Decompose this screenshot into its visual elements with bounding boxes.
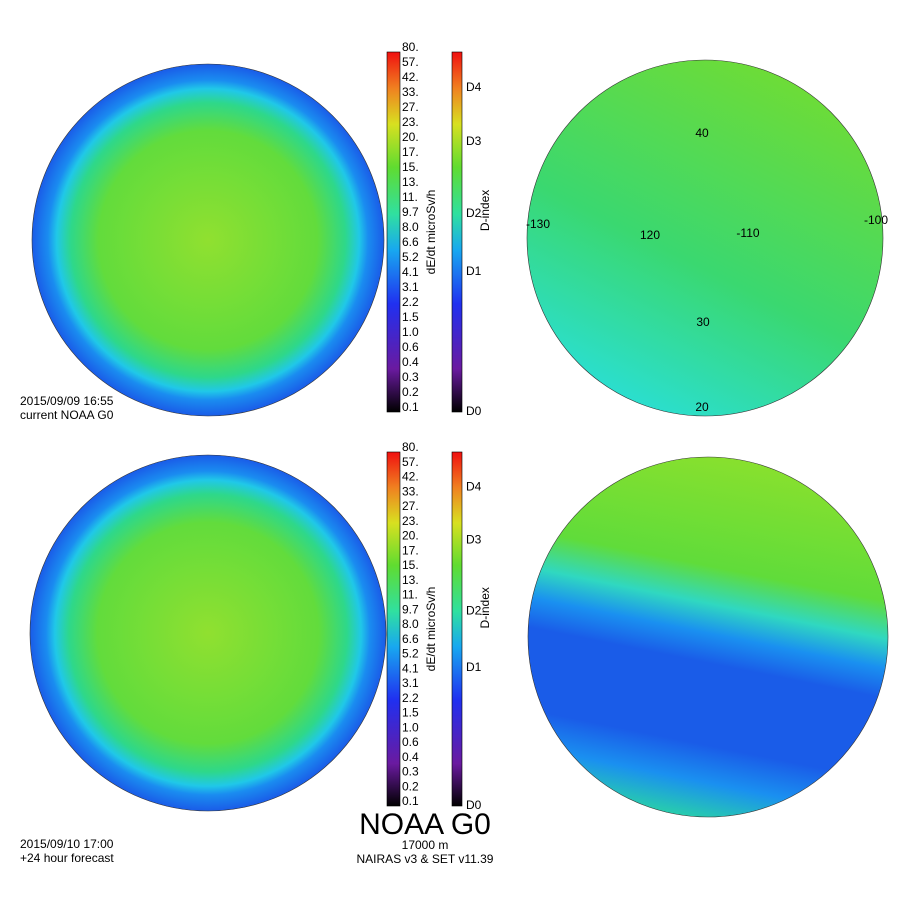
dose-label: 0.6 (402, 735, 419, 749)
dindex-label: D2 (466, 603, 482, 617)
altitude: 17000 m (402, 838, 449, 852)
dose-label: 5.2 (402, 647, 419, 661)
dindex-label: D1 (466, 660, 482, 674)
dindex-label: D3 (466, 134, 482, 148)
dose-label: 1.5 (402, 310, 419, 324)
dose-label: 8.0 (402, 617, 419, 631)
dindex-colorbar (451, 51, 463, 413)
dose-label: 13. (402, 175, 419, 189)
dose-label: 0.4 (402, 355, 419, 369)
footer-title: NOAA G0 (359, 808, 491, 841)
dose-label: 23. (402, 514, 419, 528)
dose-label: 17. (402, 543, 419, 557)
dose-label: 0.3 (402, 370, 419, 384)
dose-label: 0.3 (402, 765, 419, 779)
dose-label: 17. (402, 145, 419, 159)
dose-label: 80. (402, 440, 419, 454)
dose-label: 11. (402, 190, 418, 204)
globe (526, 59, 884, 417)
dose-label: 15. (402, 558, 419, 572)
dose-label: 42. (402, 70, 419, 84)
dose-title: dE/dt microSv/h (424, 587, 438, 672)
dose-label: 15. (402, 160, 419, 174)
dindex-label: D2 (466, 206, 482, 220)
dindex-label: D0 (466, 798, 482, 812)
map-label: 120 (640, 228, 660, 242)
dose-label: 27. (402, 100, 419, 114)
dindex-label: D3 (466, 533, 482, 547)
dose-label: 57. (402, 455, 419, 469)
dose-label: 3.1 (402, 280, 419, 294)
caption: +24 hour forecast (20, 851, 114, 865)
dose-title: dE/dt microSv/h (424, 190, 438, 275)
dose-colorbar (386, 51, 401, 413)
dose-label: 9.7 (402, 602, 419, 616)
dose-label: 13. (402, 573, 419, 587)
dose-label: 4.1 (402, 265, 419, 279)
dindex-label: D1 (466, 264, 482, 278)
caption: current NOAA G0 (20, 408, 114, 422)
dose-label: 3.1 (402, 676, 419, 690)
dindex-title: D-index (478, 190, 492, 231)
dose-label: 4.1 (402, 661, 419, 675)
dose-label: 9.7 (402, 205, 419, 219)
timestamp: 2015/09/10 17:00 (20, 837, 114, 851)
dindex-label: D4 (466, 80, 482, 94)
dose-label: 0.4 (402, 750, 419, 764)
dose-label: 1.0 (402, 325, 419, 339)
dose-label: 11. (402, 588, 418, 602)
dose-label: 0.1 (402, 794, 419, 808)
dose-label: 6.6 (402, 235, 419, 249)
map-label: -100 (864, 213, 888, 227)
map-label: 30 (696, 315, 710, 329)
globe (31, 63, 385, 417)
dose-label: 20. (402, 529, 419, 543)
dose-label: 33. (402, 484, 419, 498)
dindex-label: D0 (466, 404, 482, 418)
dose-label: 2.2 (402, 295, 419, 309)
globe (527, 456, 889, 818)
model: NAIRAS v3 & SET v11.39 (357, 852, 494, 866)
dose-label: 80. (402, 40, 419, 54)
dose-label: 1.0 (402, 720, 419, 734)
map-label: 40 (695, 126, 709, 140)
dindex-title: D-index (478, 587, 492, 628)
dose-label: 57. (402, 55, 419, 69)
globe (29, 454, 387, 812)
dose-label: 8.0 (402, 220, 419, 234)
dose-label: 0.2 (402, 385, 419, 399)
map-label: 20 (695, 400, 709, 414)
dindex-label: D4 (466, 480, 482, 494)
dose-colorbar (386, 451, 401, 807)
timestamp: 2015/09/09 16:55 (20, 394, 114, 408)
dindex-colorbar (451, 451, 463, 807)
dose-label: 20. (402, 130, 419, 144)
dose-label: 42. (402, 470, 419, 484)
dose-label: 2.2 (402, 691, 419, 705)
map-label: -130 (526, 217, 550, 231)
dose-label: 33. (402, 85, 419, 99)
dose-label: 27. (402, 499, 419, 513)
dose-label: 0.1 (402, 400, 419, 414)
dose-label: 6.6 (402, 632, 419, 646)
dose-label: 23. (402, 115, 419, 129)
dose-label: 0.2 (402, 779, 419, 793)
dose-label: 5.2 (402, 250, 419, 264)
dose-label: 1.5 (402, 706, 419, 720)
dose-label: 0.6 (402, 340, 419, 354)
map-label: -110 (736, 226, 759, 240)
